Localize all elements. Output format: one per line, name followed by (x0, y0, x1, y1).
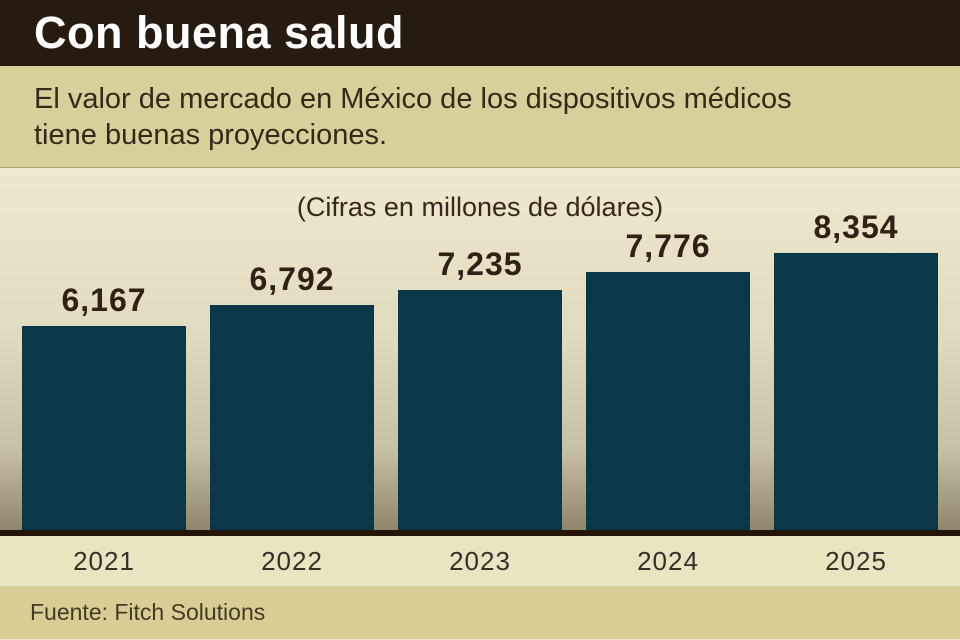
bar-value-label: 8,354 (813, 209, 899, 245)
bar-group: 7,235 (398, 246, 562, 530)
x-axis-line (0, 530, 960, 536)
x-axis-label: 2025 (825, 546, 887, 576)
bar (774, 253, 938, 530)
subtitle-strip: El valor de mercado en México de los dis… (0, 66, 960, 168)
bar (398, 290, 562, 530)
bar-value-label: 6,792 (249, 261, 335, 297)
bar-value-label: 7,776 (625, 228, 711, 264)
bar (22, 326, 186, 530)
x-axis-label: 2021 (73, 546, 135, 576)
bar-group: 8,354 (774, 209, 938, 530)
x-axis: 2021 2022 2023 2024 2025 (0, 536, 960, 586)
bar (210, 305, 374, 530)
bar-chart-plot: (Cifras en millones de dólares) 6,167 6,7… (0, 168, 960, 530)
bar-value-label: 6,167 (61, 282, 147, 318)
x-axis-label: 2023 (449, 546, 511, 576)
source-strip: Fuente: Fitch Solutions (0, 586, 960, 639)
bar-group: 6,167 (22, 282, 186, 530)
bar-value-label: 7,235 (437, 246, 523, 282)
page-title: Con buena salud (34, 7, 405, 58)
bar-group: 6,792 (210, 261, 374, 530)
subtitle-line-2: tiene buenas proyecciones. (34, 119, 388, 151)
bar (586, 272, 750, 530)
subtitle-line-1: El valor de mercado en México de los dis… (34, 83, 792, 115)
chart-units-note: (Cifras en millones de dólares) (296, 192, 664, 222)
source-text: Fuente: Fitch Solutions (30, 599, 266, 625)
x-axis-label: 2024 (637, 546, 699, 576)
bar-group: 7,776 (586, 228, 750, 530)
header-bar: Con buena salud (0, 0, 960, 66)
x-axis-label: 2022 (261, 546, 323, 576)
